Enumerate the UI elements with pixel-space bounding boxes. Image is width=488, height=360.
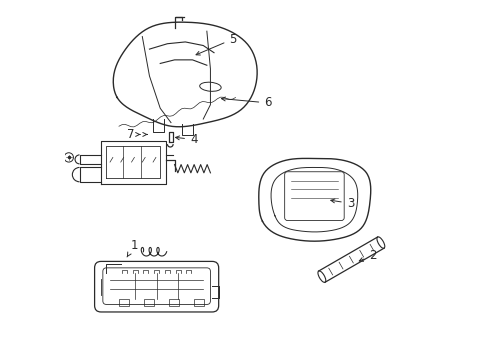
Text: 1: 1: [127, 239, 138, 257]
Text: 4: 4: [175, 133, 197, 146]
Text: 7: 7: [126, 128, 140, 141]
Bar: [119, 299, 129, 306]
Text: 6: 6: [221, 96, 271, 109]
Bar: [194, 299, 204, 306]
Text: 2: 2: [359, 249, 376, 262]
Text: 5: 5: [196, 32, 236, 55]
Bar: [144, 299, 154, 306]
Bar: [169, 299, 179, 306]
Text: 3: 3: [330, 197, 353, 210]
